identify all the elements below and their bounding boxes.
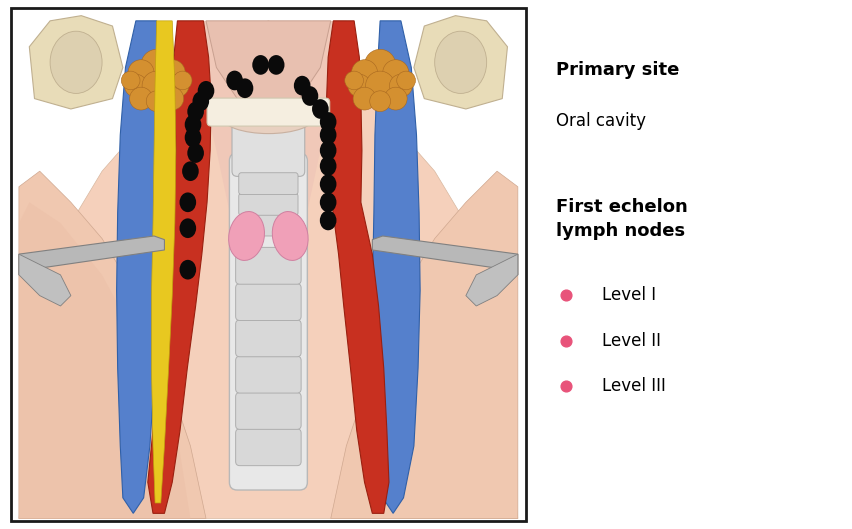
Circle shape (121, 71, 140, 90)
FancyBboxPatch shape (236, 248, 301, 284)
Ellipse shape (182, 161, 199, 181)
Polygon shape (152, 21, 176, 503)
FancyBboxPatch shape (232, 114, 305, 176)
FancyBboxPatch shape (239, 194, 298, 215)
Polygon shape (19, 202, 191, 518)
Text: Level I: Level I (602, 286, 657, 304)
Circle shape (384, 87, 407, 110)
Polygon shape (19, 236, 164, 275)
FancyBboxPatch shape (229, 153, 308, 490)
Ellipse shape (320, 193, 337, 212)
Polygon shape (326, 21, 389, 513)
Point (559, 291, 573, 299)
Ellipse shape (294, 76, 310, 96)
Circle shape (159, 60, 185, 86)
FancyBboxPatch shape (236, 284, 301, 321)
Ellipse shape (50, 31, 102, 94)
Text: Level III: Level III (602, 377, 666, 395)
Circle shape (161, 87, 184, 110)
Polygon shape (414, 16, 508, 109)
Circle shape (128, 60, 154, 86)
Polygon shape (117, 21, 162, 513)
FancyBboxPatch shape (236, 393, 301, 430)
Ellipse shape (435, 31, 486, 94)
Ellipse shape (320, 125, 337, 145)
Ellipse shape (320, 112, 337, 132)
Text: Level II: Level II (602, 332, 661, 350)
Polygon shape (19, 21, 518, 518)
Ellipse shape (320, 156, 337, 176)
Circle shape (383, 60, 409, 86)
Ellipse shape (227, 70, 243, 90)
Ellipse shape (312, 99, 329, 119)
Polygon shape (372, 236, 518, 275)
Circle shape (142, 71, 171, 100)
Ellipse shape (320, 174, 337, 194)
Ellipse shape (302, 86, 319, 106)
Polygon shape (29, 16, 123, 109)
Ellipse shape (187, 143, 204, 163)
Circle shape (141, 49, 172, 80)
Polygon shape (191, 21, 346, 482)
Text: Primary site: Primary site (556, 61, 680, 79)
Circle shape (147, 91, 167, 112)
Circle shape (173, 71, 192, 90)
Text: First echelon
lymph nodes: First echelon lymph nodes (556, 198, 688, 240)
Circle shape (345, 71, 364, 90)
Text: Oral cavity: Oral cavity (556, 112, 647, 130)
FancyBboxPatch shape (236, 429, 301, 466)
Ellipse shape (180, 260, 196, 279)
Ellipse shape (273, 212, 308, 260)
Polygon shape (206, 21, 331, 114)
FancyBboxPatch shape (239, 214, 298, 236)
Polygon shape (19, 171, 206, 518)
Ellipse shape (237, 78, 253, 98)
Ellipse shape (193, 92, 209, 111)
Circle shape (352, 60, 377, 86)
Ellipse shape (187, 102, 204, 122)
FancyBboxPatch shape (207, 98, 330, 126)
Circle shape (130, 87, 153, 110)
Ellipse shape (268, 55, 285, 75)
Circle shape (370, 91, 390, 112)
Ellipse shape (180, 218, 196, 238)
Polygon shape (19, 254, 71, 306)
Ellipse shape (180, 193, 196, 212)
Point (559, 382, 573, 390)
Ellipse shape (252, 55, 269, 75)
Ellipse shape (222, 100, 315, 134)
Polygon shape (331, 171, 518, 518)
Circle shape (366, 71, 394, 100)
FancyBboxPatch shape (236, 320, 301, 357)
Ellipse shape (185, 115, 201, 134)
Polygon shape (147, 21, 211, 513)
Circle shape (348, 74, 371, 97)
Polygon shape (372, 21, 420, 513)
Circle shape (124, 74, 147, 97)
FancyBboxPatch shape (239, 173, 298, 195)
FancyBboxPatch shape (11, 8, 526, 521)
Ellipse shape (320, 211, 337, 230)
Point (559, 336, 573, 345)
Circle shape (365, 49, 395, 80)
FancyBboxPatch shape (236, 356, 301, 393)
Ellipse shape (320, 141, 337, 160)
Ellipse shape (228, 212, 264, 260)
Circle shape (397, 71, 416, 90)
Ellipse shape (185, 127, 201, 148)
Circle shape (166, 74, 189, 97)
Ellipse shape (198, 81, 215, 101)
Circle shape (389, 74, 412, 97)
Circle shape (353, 87, 376, 110)
Polygon shape (466, 254, 518, 306)
